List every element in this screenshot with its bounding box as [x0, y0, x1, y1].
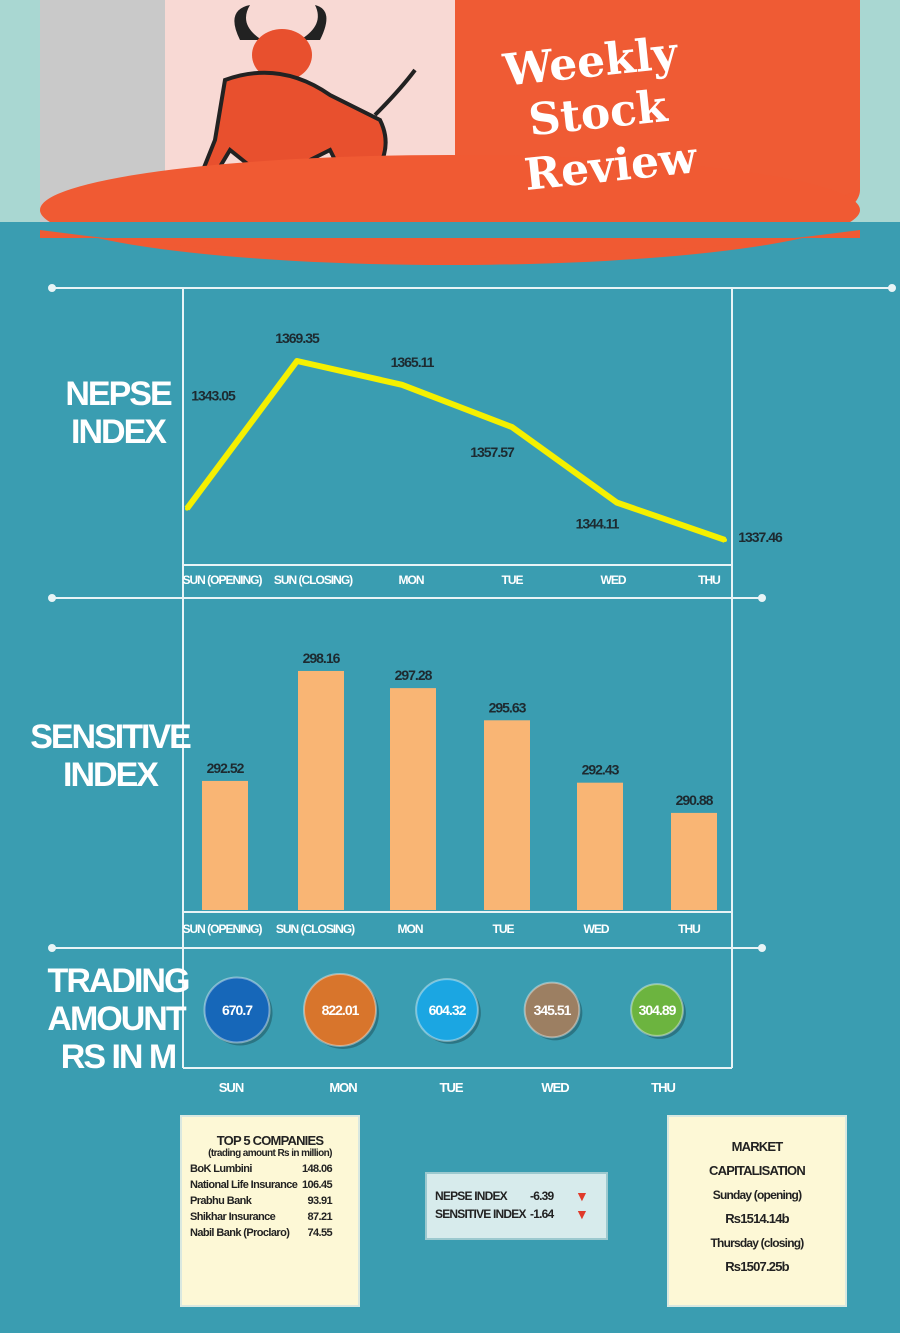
- nepse-label-1: NEPSE: [65, 375, 172, 413]
- sensitive-bar: [671, 812, 717, 910]
- opening-value: Rs1514.14b: [725, 1211, 789, 1226]
- sensitive-bar: [390, 688, 436, 910]
- closing-value: Rs1507.25b: [725, 1259, 789, 1274]
- company-value: 148.06: [301, 1163, 333, 1175]
- company-name: Nabil Bank (Proclaro): [190, 1227, 290, 1239]
- market-cap-box: MARKET CAPITALISATION Sunday (opening) R…: [667, 1115, 847, 1307]
- index-change-row: SENSITIVE INDEX -1.64 ▼: [435, 1206, 598, 1222]
- trading-bubble: [523, 981, 581, 1039]
- company-row: Prabhu Bank 93.91: [190, 1195, 350, 1207]
- nepse-x-tick: THU: [698, 573, 720, 587]
- nepse-label-2: INDEX: [71, 413, 167, 451]
- sensitive-label-2: INDEX: [63, 756, 159, 794]
- nepse-point: [295, 358, 299, 363]
- trading-value-label: 604.32: [429, 1002, 467, 1018]
- trading-value-label: 304.89: [639, 1002, 677, 1018]
- sensitive-bar-chart: 292.52 SUN (OPENING) 298.16 SUN (CLOSING) 29…: [182, 650, 717, 936]
- trading-value-label: 345.51: [534, 1002, 572, 1018]
- nepse-x-tick: SUN (OPENING): [182, 573, 262, 587]
- nepse-point: [400, 382, 404, 387]
- trading-bubble-chart: 670.7 SUN 822.01 MON 604.32 TUE 345.51 WED 304.8…: [203, 973, 686, 1095]
- nepse-line-chart: 1343.05 SUN (OPENING) 1369.35 SUN (CLOSING)…: [182, 330, 784, 587]
- company-name: Shikhar Insurance: [190, 1211, 276, 1223]
- company-row: BoK Lumbini 148.06: [190, 1163, 350, 1175]
- nepse-line: [184, 357, 726, 543]
- sensitive-x-tick: MON: [398, 922, 423, 936]
- nepse-point: [185, 506, 189, 511]
- index-name: NEPSE INDEX: [435, 1189, 508, 1203]
- sensitive-x-tick: SUN (CLOSING): [276, 922, 355, 936]
- top5-subtitle: (trading amount Rs in million): [208, 1148, 332, 1159]
- sensitive-value-label: 290.88: [676, 792, 714, 808]
- company-row: Nabil Bank (Proclaro) 74.55: [190, 1227, 350, 1239]
- index-change-row: NEPSE INDEX -6.39 ▼: [435, 1188, 598, 1204]
- market-cap-title-2: CAPITALISATION: [709, 1163, 806, 1178]
- trading-x-tick: WED: [541, 1080, 569, 1095]
- company-value: 106.45: [301, 1179, 333, 1191]
- trading-x-tick: THU: [651, 1080, 675, 1095]
- sensitive-x-tick: SUN (OPENING): [182, 922, 262, 936]
- trading-x-tick: MON: [329, 1080, 357, 1095]
- sensitive-value-label: 298.16: [303, 650, 341, 666]
- company-value: 93.91: [307, 1195, 332, 1207]
- trading-bubble: [415, 978, 479, 1042]
- trading-bubble: [203, 976, 271, 1044]
- top5-companies-box: TOP 5 COMPANIES (trading amount Rs in mi…: [180, 1115, 360, 1307]
- nepse-value-label: 1344.11: [576, 516, 620, 532]
- company-name: National Life Insurance: [190, 1179, 298, 1191]
- nepse-point: [615, 500, 619, 505]
- index-change-value: -1.64: [530, 1207, 554, 1221]
- down-arrow-icon: ▼: [575, 1188, 589, 1204]
- company-row: Shikhar Insurance 87.21: [190, 1211, 350, 1223]
- trading-value-label: 822.01: [322, 1002, 360, 1018]
- bull-icon: [192, 5, 417, 214]
- sensitive-bar: [202, 780, 248, 910]
- company-value: 74.55: [307, 1227, 332, 1239]
- trading-bubble: [630, 983, 684, 1037]
- index-change-value: -6.39: [530, 1189, 554, 1203]
- index-change-box: NEPSE INDEX -6.39 ▼ SENSITIVE INDEX -1.64 ▼: [425, 1172, 608, 1240]
- nepse-x-tick: WED: [601, 573, 627, 587]
- trading-x-tick: TUE: [440, 1080, 464, 1095]
- market-cap-title-1: MARKET: [731, 1139, 784, 1154]
- sensitive-x-tick: THU: [678, 922, 700, 936]
- sensitive-value-label: 292.43: [582, 762, 620, 778]
- nepse-value-label: 1365.11: [391, 354, 435, 370]
- sensitive-bar: [298, 670, 344, 910]
- company-row: National Life Insurance 106.45: [190, 1179, 350, 1191]
- nepse-point: [510, 425, 514, 430]
- closing-label: Thursday (closing): [710, 1236, 805, 1250]
- trading-label-1: TRADING: [48, 962, 189, 1000]
- sensitive-bar: [577, 782, 623, 910]
- sensitive-value-label: 297.28: [395, 667, 433, 683]
- trading-bubble: [303, 973, 377, 1047]
- nepse-value-label: 1369.35: [275, 330, 320, 346]
- nepse-x-tick: MON: [399, 573, 424, 587]
- trading-x-tick: SUN: [219, 1080, 244, 1095]
- sensitive-x-tick: TUE: [493, 922, 515, 936]
- opening-label: Sunday (opening): [712, 1188, 802, 1202]
- sensitive-bar: [484, 720, 530, 910]
- nepse-x-tick: SUN (CLOSING): [274, 573, 353, 587]
- company-name: BoK Lumbini: [190, 1163, 252, 1175]
- trading-value-label: 670.7: [222, 1002, 253, 1018]
- nepse-point: [723, 537, 727, 542]
- nepse-value-label: 1357.57: [470, 444, 515, 460]
- sensitive-x-tick: WED: [584, 922, 610, 936]
- nepse-value-label: 1337.46: [738, 529, 783, 545]
- trading-label-2: AMOUNT: [47, 1000, 186, 1038]
- down-arrow-icon: ▼: [575, 1206, 589, 1222]
- company-value: 87.21: [307, 1211, 332, 1223]
- divider-lines: [48, 284, 896, 1069]
- sensitive-value-label: 292.52: [207, 760, 245, 776]
- nepse-value-label: 1343.05: [191, 388, 236, 404]
- top5-title: TOP 5 COMPANIES: [216, 1133, 324, 1148]
- sensitive-label-1: SENSITIVE: [30, 718, 191, 756]
- trading-label-3: RS IN M: [61, 1038, 176, 1076]
- index-name: SENSITIVE INDEX: [435, 1207, 527, 1221]
- nepse-x-tick: TUE: [502, 573, 524, 587]
- company-name: Prabhu Bank: [190, 1195, 252, 1207]
- sensitive-value-label: 295.63: [489, 699, 527, 715]
